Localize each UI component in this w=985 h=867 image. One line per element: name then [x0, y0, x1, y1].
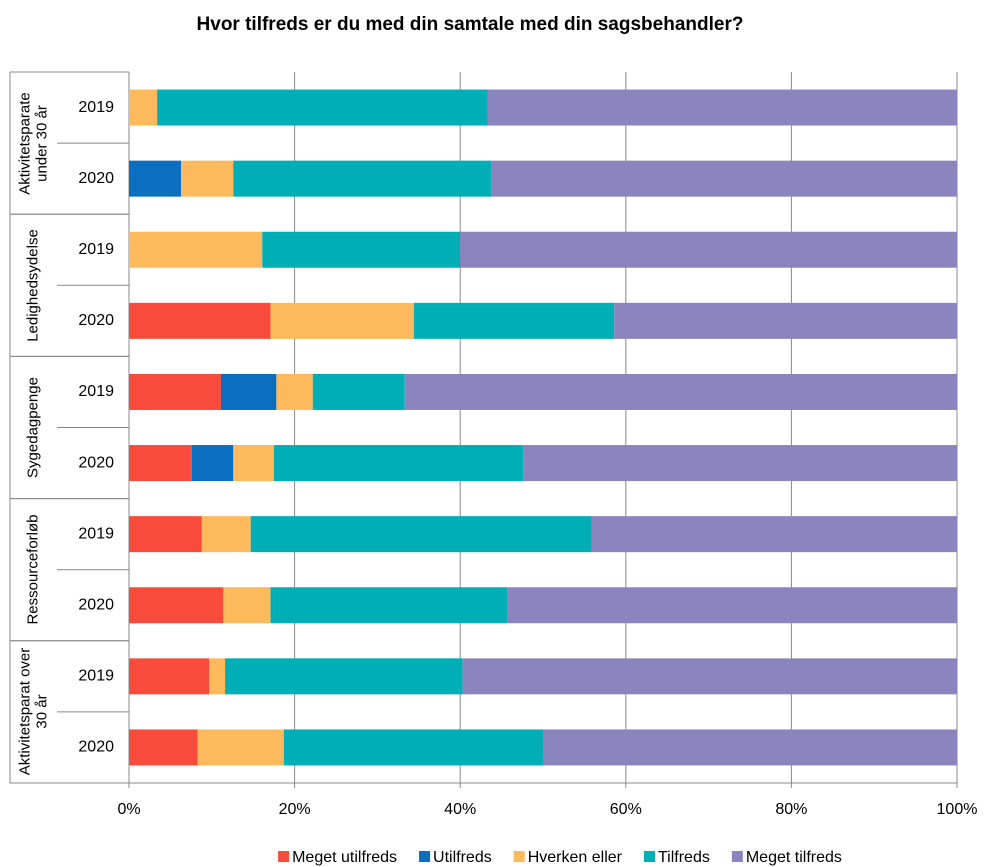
bar-segment [129, 373, 221, 410]
group-label: Sygedagpenge [25, 377, 42, 478]
y-tick-label: 2019 [78, 99, 114, 116]
legend-label: Meget tilfreds [746, 849, 842, 866]
y-tick-label: 2019 [78, 525, 114, 542]
bar-segment [225, 658, 463, 695]
legend-label: Hverken eller [528, 849, 623, 866]
bar-segment [614, 302, 957, 339]
chart-title: Hvor tilfreds er du med din samtale med … [197, 14, 744, 35]
bar-segment [460, 231, 957, 268]
group-label: Aktivitetsparat over 30 år [16, 648, 51, 776]
bar-segment [312, 373, 405, 410]
bar-segment [276, 373, 313, 410]
bar-segment [507, 587, 957, 624]
bar-segment [223, 587, 271, 624]
bar-segment [129, 729, 198, 766]
y-tick-label: 2020 [78, 312, 114, 329]
y-tick-label: 2019 [78, 241, 114, 258]
legend-label: Utilfreds [433, 849, 492, 866]
bar-segment [181, 160, 234, 197]
bar-segment [404, 373, 957, 410]
bar-segment [129, 302, 271, 339]
legend-swatch [731, 851, 743, 862]
bar-segment [591, 516, 957, 553]
bar-segment [129, 160, 182, 197]
x-tick-label: 40% [444, 801, 476, 818]
bar-segment [487, 89, 957, 126]
y-tick-label: 2020 [78, 739, 114, 756]
y-tick-label: 2019 [78, 668, 114, 685]
bar-segment [262, 231, 461, 268]
bar-segment [129, 231, 263, 268]
y-tick-label: 2020 [78, 454, 114, 471]
bar-segment [129, 445, 192, 482]
legend-swatch [419, 851, 431, 862]
bar-segment [129, 89, 158, 126]
bar-segment [209, 658, 226, 695]
y-tick-label: 2020 [78, 170, 114, 187]
bar-segment [201, 516, 251, 553]
bar-segment [270, 587, 508, 624]
bar-segment [129, 587, 224, 624]
bar-segment [197, 729, 284, 766]
y-tick-label: 2019 [78, 383, 114, 400]
bar-segment [270, 302, 414, 339]
bar-segment [543, 729, 957, 766]
y-tick-label: 2020 [78, 596, 114, 613]
bar-segment [273, 445, 524, 482]
bar-segment [283, 729, 543, 766]
group-label: Aktivitetsparate under 30 år [16, 91, 51, 195]
bar-segment [129, 516, 202, 553]
bar-segment [250, 516, 592, 553]
legend-label: Tilfreds [658, 849, 710, 866]
legend-label: Meget utilfreds [292, 849, 397, 866]
legend-swatch [278, 851, 290, 862]
x-tick-label: 0% [117, 801, 140, 818]
bar-segment [523, 445, 957, 482]
bar-segment [129, 658, 210, 695]
bar-segment [233, 445, 274, 482]
legend-swatch [643, 851, 655, 862]
x-tick-label: 100% [937, 801, 978, 818]
bar-segment [462, 658, 957, 695]
bar-segment [191, 445, 234, 482]
bar-segment [220, 373, 277, 410]
bar-segment [413, 302, 615, 339]
group-label: Ledighedsydelse [25, 229, 42, 342]
bar-segment [491, 160, 957, 197]
x-tick-label: 20% [279, 801, 311, 818]
bar-segment [157, 89, 488, 126]
group-label: Ressourceforløb [25, 514, 42, 625]
bar-segment [233, 160, 492, 197]
x-tick-label: 80% [775, 801, 807, 818]
x-tick-label: 60% [610, 801, 642, 818]
legend-swatch [513, 851, 525, 862]
